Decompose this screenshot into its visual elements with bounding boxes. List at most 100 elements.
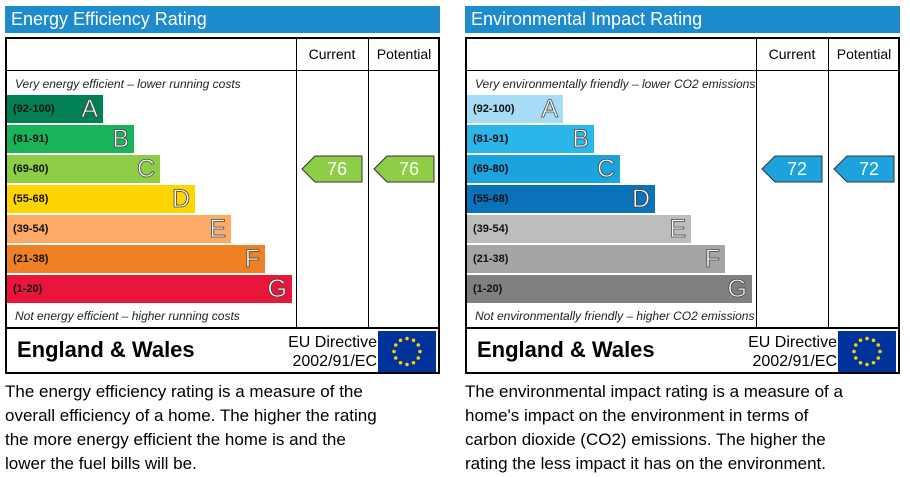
directive: EU Directive: [288, 334, 377, 351]
column-divider: [368, 37, 369, 329]
flag-star: [393, 343, 398, 347]
rating-band: (39-54) E: [467, 215, 691, 243]
flag-star: [858, 338, 863, 343]
directive: 2002/91/EC: [752, 353, 837, 370]
arrow-shape: [373, 155, 435, 183]
band-letter: B: [112, 125, 129, 154]
flag-star: [865, 336, 869, 341]
band-letter: D: [171, 185, 191, 214]
rating-value: 72: [859, 159, 879, 179]
band-letter: G: [267, 275, 287, 304]
column-header: Potential: [376, 46, 432, 62]
bottom-note: Not environmentally friendly – higher CO…: [475, 309, 755, 323]
band-range: (81-91): [13, 133, 49, 145]
rating-band: (81-91) B: [7, 125, 134, 153]
band-range: (92-100): [473, 103, 515, 115]
band-letter: E: [669, 215, 686, 244]
band-range: (21-38): [13, 253, 49, 265]
description-line: carbon dioxide (CO2) emissions. The high…: [465, 430, 826, 449]
rating-band: (1-20) G: [7, 275, 292, 303]
header-divider: [5, 70, 440, 71]
top-note: Very environmentally friendly – lower CO…: [475, 77, 756, 91]
flag-star: [853, 343, 858, 347]
region: England & Wales: [477, 337, 655, 362]
band-letter: C: [596, 155, 616, 184]
arrow-shape: [761, 155, 823, 183]
rating-band: (21-38) F: [7, 245, 265, 273]
flag-star: [393, 356, 398, 360]
column-divider: [296, 37, 297, 329]
panel-title: Energy Efficiency Rating: [5, 6, 440, 33]
flag-star: [876, 356, 881, 360]
arrow-shape: [301, 155, 363, 183]
flag-star: [871, 360, 876, 365]
band-range: (21-38): [473, 253, 509, 265]
description-line: The energy efficiency rating is a measur…: [5, 382, 363, 401]
rating-arrow: 72: [761, 155, 823, 183]
description-line: the more energy efficient the home is an…: [5, 430, 346, 449]
panel-title: Environmental Impact Rating: [465, 6, 900, 33]
description-line: lower the fuel bills will be.: [5, 454, 197, 473]
band-range: (39-54): [473, 223, 509, 235]
flag-star: [853, 356, 858, 360]
rating-arrow: 76: [301, 155, 363, 183]
flag-star: [865, 362, 869, 367]
band-letter: D: [631, 185, 651, 214]
flag-star: [871, 338, 876, 343]
band-range: (55-68): [473, 193, 509, 205]
flag-star: [416, 343, 421, 347]
top-note: Very energy efficient – lower running co…: [15, 77, 241, 91]
flag-star: [858, 360, 863, 365]
rating-band: (69-80) C: [467, 155, 620, 183]
band-letter: F: [244, 245, 260, 274]
rating-value: 76: [399, 159, 419, 179]
description-line: overall efficiency of a home. The higher…: [5, 406, 377, 425]
band-range: (69-80): [13, 163, 49, 175]
flag-star: [418, 349, 422, 354]
rating-arrow: 76: [373, 155, 435, 183]
rating-band: (21-38) F: [467, 245, 725, 273]
band-letter: F: [704, 245, 720, 274]
rating-band: (1-20) G: [467, 275, 752, 303]
band-letter: G: [727, 275, 747, 304]
rating-band: (69-80) C: [7, 155, 160, 183]
flag-star: [398, 338, 403, 343]
band-letter: E: [209, 215, 226, 244]
rating-value: 76: [327, 159, 347, 179]
rating-band: (39-54) E: [7, 215, 231, 243]
band-range: (1-20): [473, 283, 503, 295]
rating-band: (92-100) A: [7, 95, 103, 123]
flag-star: [876, 343, 881, 347]
flag-star: [416, 356, 421, 360]
description-line: rating the less impact it has on the env…: [465, 454, 826, 473]
band-range: (69-80): [473, 163, 509, 175]
band-letter: C: [136, 155, 156, 184]
band-letter: A: [81, 95, 98, 124]
flag-star: [405, 336, 409, 341]
arrow-shape: [833, 155, 895, 183]
header-divider: [465, 70, 900, 71]
rating-band: (81-91) B: [467, 125, 594, 153]
flag-star: [398, 360, 403, 365]
band-range: (1-20): [13, 283, 43, 295]
directive: 2002/91/EC: [292, 353, 377, 370]
footer-box: [465, 327, 900, 374]
eu-flag: [838, 331, 896, 372]
description-line: home's impact on the environment in term…: [465, 406, 809, 425]
rating-band: (92-100) A: [467, 95, 563, 123]
flag-star: [392, 349, 396, 354]
eu-flag: [378, 331, 436, 372]
flag-star: [878, 349, 882, 354]
column-divider: [756, 37, 757, 329]
column-header: Current: [768, 46, 816, 62]
band-range: (39-54): [13, 223, 49, 235]
column-header: Current: [308, 46, 356, 62]
flag-star: [405, 362, 409, 367]
flag-star: [411, 338, 416, 343]
column-divider: [828, 37, 829, 329]
region: England & Wales: [17, 337, 195, 362]
band-range: (81-91): [473, 133, 509, 145]
rating-band: (55-68) D: [7, 185, 195, 213]
column-header: Potential: [836, 46, 892, 62]
